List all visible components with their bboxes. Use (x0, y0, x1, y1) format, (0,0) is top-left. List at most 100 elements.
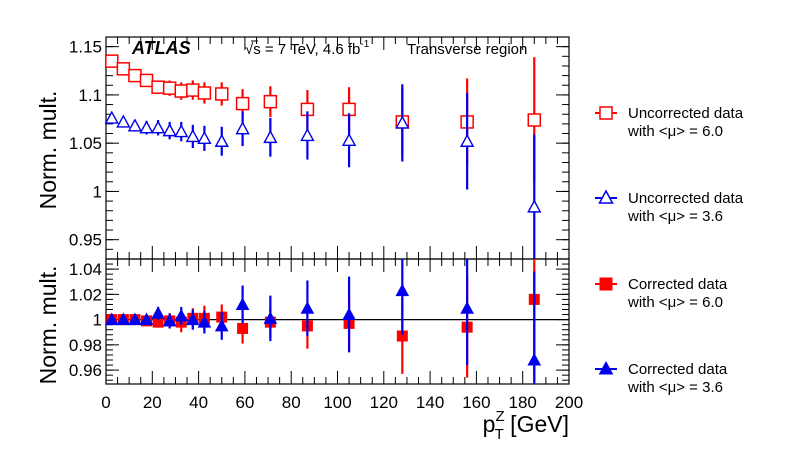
data-point (235, 121, 250, 135)
data-point (151, 306, 165, 319)
legend-label-uncorrected-3-6-line1: Uncorrected data (628, 190, 744, 207)
data-point (128, 68, 142, 83)
energy-label-main: √s = 7 TeV, 4.6 fb (245, 41, 360, 58)
top-y-ticks (106, 36, 569, 250)
legend: Uncorrected data with <μ> = 6.0 Uncorrec… (595, 105, 744, 396)
bottom-panel: 0.96 0.98 1 1.02 1.04 0 20 40 60 80 100 120 140 160 1… (35, 258, 583, 443)
energy-label-superscript: -1 (360, 39, 369, 50)
x-tick-label: 0 (101, 393, 110, 412)
bottom-y-axis-label: Norm. mult. (35, 266, 61, 385)
series-open-square (105, 54, 542, 183)
region-label: Transverse region (407, 41, 527, 58)
bottom-y-tick-label: 0.98 (69, 336, 102, 355)
data-point (151, 80, 165, 94)
bottom-x-ticks (105, 259, 570, 384)
data-point (185, 128, 200, 143)
series-filled-triangle (104, 259, 542, 384)
data-point (527, 113, 542, 127)
x-tick-label: 160 (462, 393, 490, 412)
x-axis-label-p: p (483, 411, 496, 437)
data-point (104, 312, 119, 326)
top-panel: 0.95 1 1.05 1.1 1.15 Norm. mult. ATLAS √s = … (35, 36, 570, 260)
data-point (235, 297, 250, 310)
bottom-y-tick-label: 0.96 (69, 361, 102, 380)
data-point (116, 62, 131, 76)
data-point (237, 322, 249, 334)
data-point (116, 114, 131, 128)
data-point (185, 312, 200, 326)
x-tick-label: 120 (370, 393, 398, 412)
bottom-y-tick-label: 1 (93, 311, 102, 330)
legend-entry-uncorrected-6: Uncorrected data with <μ> = 6.0 (595, 105, 744, 140)
x-axis-label-sub: T (495, 426, 504, 443)
data-point (127, 118, 143, 132)
energy-label: √s = 7 TeV, 4.6 fb-1 (245, 39, 370, 58)
legend-label-corrected-6-line2: with <μ> = 6.0 (627, 294, 723, 311)
data-point (215, 87, 229, 101)
legend-label-uncorrected-3-6-line2: with <μ> = 3.6 (627, 208, 723, 225)
x-tick-label: 20 (143, 393, 162, 412)
data-point (527, 352, 542, 366)
x-tick-label: 200 (555, 393, 583, 412)
x-tick-label: 100 (323, 393, 351, 412)
data-point (174, 308, 189, 322)
legend-marker-filled-triangle (598, 360, 614, 375)
legend-label-uncorrected-6-line2: with <μ> = 6.0 (627, 123, 723, 140)
data-point (104, 110, 119, 124)
data-point (459, 133, 475, 147)
legend-marker-open-triangle (598, 189, 614, 204)
top-x-ticks (105, 37, 570, 259)
legend-label-corrected-6-line1: Corrected data (628, 276, 728, 293)
x-tick-label: 60 (235, 393, 254, 412)
legend-label-corrected-3-6-line2: with <μ> = 3.6 (627, 379, 723, 396)
data-point (395, 115, 410, 129)
legend-marker-open-square (599, 106, 613, 120)
data-point (139, 120, 154, 134)
bottom-data-points (104, 259, 542, 384)
data-point (186, 83, 200, 97)
bottom-plot-frame (105, 258, 570, 385)
data-point (162, 123, 177, 137)
top-y-tick-label: 1.05 (69, 134, 102, 153)
top-y-tick-labels: 0.95 1 1.05 1.1 1.15 (69, 38, 102, 250)
series-open-triangle (104, 84, 542, 259)
legend-label-corrected-3-6-line1: Corrected data (628, 361, 728, 378)
data-point (197, 130, 212, 145)
x-axis-label-sup: Z (495, 408, 504, 425)
top-plot-frame (105, 36, 570, 260)
data-point (395, 283, 410, 297)
bottom-y-tick-labels: 0.96 0.98 1 1.02 1.04 (69, 260, 102, 380)
data-point (263, 94, 278, 109)
data-point (263, 129, 278, 144)
data-point (460, 301, 474, 314)
legend-entry-corrected-6: Corrected data with <μ> = 6.0 (595, 276, 728, 311)
x-tick-label: 80 (282, 393, 301, 412)
data-point (174, 84, 188, 98)
data-point (162, 313, 177, 327)
x-tick-label: 40 (189, 393, 208, 412)
data-point (174, 124, 189, 138)
x-tick-label: 140 (416, 393, 444, 412)
bottom-x-tick-labels: 0 20 40 60 80 100 120 140 160 180 200 (101, 393, 583, 412)
data-point (527, 199, 542, 213)
top-y-tick-label: 1.1 (78, 86, 102, 105)
legend-entry-uncorrected-3-6: Uncorrected data with <μ> = 3.6 (595, 189, 744, 225)
top-y-tick-label: 0.95 (69, 231, 102, 250)
atlas-label: ATLAS (131, 38, 191, 58)
data-point (116, 312, 131, 326)
data-point (128, 312, 142, 326)
bottom-y-tick-label: 1.02 (69, 285, 102, 304)
x-axis-label-unit: [GeV] (504, 411, 569, 437)
legend-entry-corrected-3-6: Corrected data with <μ> = 3.6 (595, 360, 728, 396)
data-point (342, 307, 356, 321)
data-point (235, 96, 250, 111)
data-point (139, 312, 154, 326)
x-tick-label: 180 (509, 393, 537, 412)
data-point (214, 133, 229, 147)
data-point (197, 315, 212, 328)
data-point (341, 132, 357, 146)
legend-label-uncorrected-6-line1: Uncorrected data (628, 105, 744, 122)
x-axis-label: pZ T [GeV] (483, 408, 569, 443)
data-point (162, 81, 177, 95)
data-point (263, 311, 278, 324)
